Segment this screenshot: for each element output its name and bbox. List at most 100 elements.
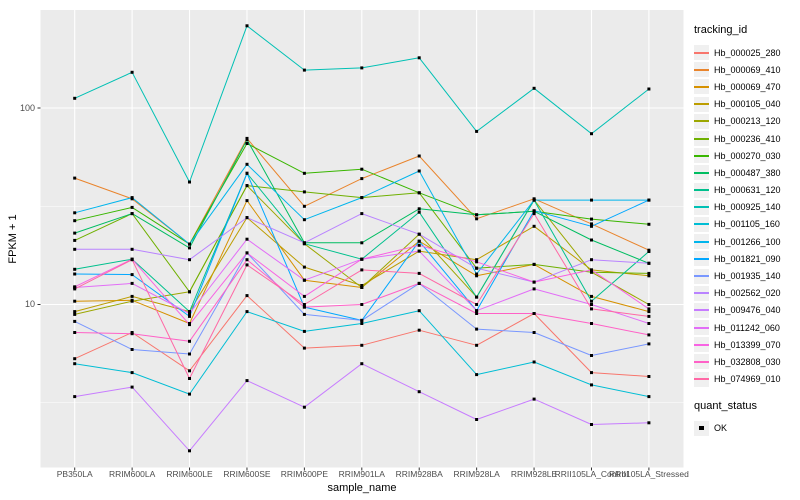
legend-key-icon	[694, 320, 709, 336]
data-point	[130, 70, 134, 74]
data-point	[532, 397, 536, 401]
quant-status-label: OK	[714, 423, 728, 434]
y-tick-label: 10	[24, 299, 35, 309]
data-point	[73, 312, 77, 316]
data-point	[417, 309, 421, 313]
x-tick-label: RRII105LA_Control	[554, 469, 629, 479]
data-point	[188, 312, 191, 315]
data-point	[647, 271, 651, 275]
data-point	[647, 421, 651, 425]
legend-color-line	[694, 326, 709, 329]
data-point	[475, 217, 479, 221]
data-point	[188, 392, 191, 396]
data-point	[647, 375, 651, 378]
legend-color-line	[694, 85, 709, 88]
data-point	[647, 87, 651, 91]
data-point	[302, 405, 306, 409]
legend-color-line	[694, 275, 709, 278]
legend-color-line	[694, 68, 709, 71]
data-point	[130, 332, 134, 336]
legend-item-label: Hb_013399_070	[714, 339, 781, 350]
legend-color-line	[694, 343, 709, 346]
data-point	[647, 322, 651, 325]
data-point	[647, 274, 651, 278]
data-point	[590, 270, 593, 274]
legend-item: Hb_000270_030	[694, 147, 798, 164]
x-tick-label: RRIM600LE	[166, 469, 213, 479]
legend-key-icon	[694, 182, 709, 198]
data-point	[360, 196, 364, 200]
legend-item-label: Hb_000025_280	[714, 47, 781, 58]
data-point	[647, 303, 651, 306]
data-point	[360, 343, 364, 347]
data-point	[73, 299, 77, 303]
legend-item: Hb_013399_070	[694, 336, 798, 353]
data-point	[532, 209, 536, 213]
data-point	[532, 86, 536, 90]
data-point	[417, 169, 421, 173]
data-point	[590, 217, 593, 221]
data-point	[647, 314, 651, 318]
data-point	[475, 213, 479, 217]
legend-item: Hb_011242_060	[694, 319, 798, 336]
legend-key-icon	[694, 62, 709, 78]
data-point	[532, 280, 536, 284]
data-point	[73, 272, 77, 276]
legend-item: Hb_000069_410	[694, 61, 798, 78]
y-tick-label: 100	[19, 102, 35, 113]
data-point	[245, 237, 249, 241]
legend-item: Hb_000069_470	[694, 78, 798, 95]
legend-color-line	[694, 360, 709, 363]
data-point	[302, 190, 306, 194]
data-point	[417, 281, 421, 285]
data-point	[73, 211, 77, 215]
data-point	[73, 96, 77, 100]
black-square-icon	[694, 420, 709, 436]
data-point	[245, 138, 249, 142]
data-point	[245, 142, 249, 145]
data-point	[647, 310, 651, 314]
legend-item: Hb_000631_120	[694, 182, 798, 199]
data-point	[73, 331, 77, 334]
legend-title-tracking-id: tracking_id	[694, 24, 748, 36]
data-point	[647, 222, 651, 226]
data-point	[475, 418, 479, 421]
data-point	[475, 274, 479, 278]
legend-item-label: Hb_000069_470	[714, 81, 781, 92]
data-point	[475, 129, 479, 133]
data-point	[417, 232, 421, 236]
data-point	[475, 272, 479, 276]
data-point	[245, 24, 249, 28]
legend-color-line	[694, 206, 709, 209]
data-point	[360, 268, 364, 272]
data-point	[302, 312, 306, 316]
data-point	[360, 167, 364, 171]
legend-key-icon	[694, 251, 709, 267]
x-tick-label: RRIM600PE	[280, 469, 328, 479]
data-point	[130, 212, 134, 216]
data-point	[532, 198, 536, 202]
data-point	[302, 218, 306, 222]
legend-key-icon	[694, 96, 709, 112]
data-point	[475, 258, 479, 262]
data-point	[647, 307, 651, 311]
legend-item: Hb_000025_280	[694, 44, 798, 61]
legend-key-icon	[694, 234, 709, 250]
legend-item-label: Hb_002562_020	[714, 288, 781, 299]
data-point	[647, 198, 651, 202]
data-point	[590, 299, 593, 303]
data-point	[73, 395, 77, 399]
data-point	[417, 249, 421, 253]
legend-items: Hb_000025_280 Hb_000069_410 Hb_000069_470 H…	[694, 44, 798, 388]
data-point	[188, 310, 191, 314]
plot-panel	[37, 9, 684, 471]
data-point	[417, 207, 421, 211]
data-point	[360, 286, 364, 289]
legend-color-line	[694, 103, 709, 106]
data-point	[302, 329, 306, 333]
legend-item: Hb_001105_160	[694, 216, 798, 233]
legend-item-label: Hb_001266_100	[714, 236, 781, 247]
data-point	[245, 199, 249, 203]
data-point	[302, 294, 306, 298]
